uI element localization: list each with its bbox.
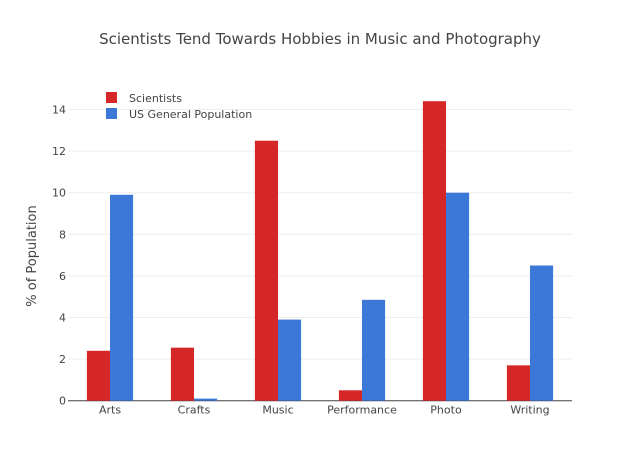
y-tick-label: 0 xyxy=(59,395,66,408)
y-axis-label: % of Population xyxy=(25,205,40,306)
x-tick-label: Performance xyxy=(327,404,397,417)
bar-performance-us xyxy=(362,299,386,401)
x-tick-label: Music xyxy=(262,404,293,417)
x-tick-label: Writing xyxy=(510,404,549,417)
legend-label: US General Population xyxy=(129,108,252,121)
x-tick-label: Crafts xyxy=(178,404,211,417)
bar-arts-us xyxy=(110,194,134,401)
x-tick-label: Arts xyxy=(99,404,121,417)
y-tick-label: 10 xyxy=(52,187,66,200)
bar-writing-us xyxy=(530,265,554,401)
bar-crafts-scientists xyxy=(170,347,194,401)
y-tick-label: 14 xyxy=(52,104,66,117)
bar-photo-scientists xyxy=(422,101,446,401)
legend-label: Scientists xyxy=(129,92,182,105)
y-tick-label: 8 xyxy=(59,228,66,241)
bar-crafts-us xyxy=(194,398,218,401)
y-tick-label: 2 xyxy=(59,353,66,366)
bar-music-us xyxy=(278,319,302,401)
bar-photo-us xyxy=(446,192,470,401)
y-tick-label: 4 xyxy=(59,312,66,325)
legend-swatch xyxy=(106,108,117,119)
y-tick-label: 12 xyxy=(52,145,66,158)
y-tick-label: 6 xyxy=(59,270,66,283)
bar-arts-scientists xyxy=(86,350,110,401)
bar-writing-scientists xyxy=(506,365,530,401)
x-tick-label: Photo xyxy=(430,404,462,417)
bar-performance-scientists xyxy=(338,390,362,401)
bar-music-scientists xyxy=(254,140,278,401)
chart-title: Scientists Tend Towards Hobbies in Music… xyxy=(99,30,541,48)
legend-swatch xyxy=(106,92,117,103)
